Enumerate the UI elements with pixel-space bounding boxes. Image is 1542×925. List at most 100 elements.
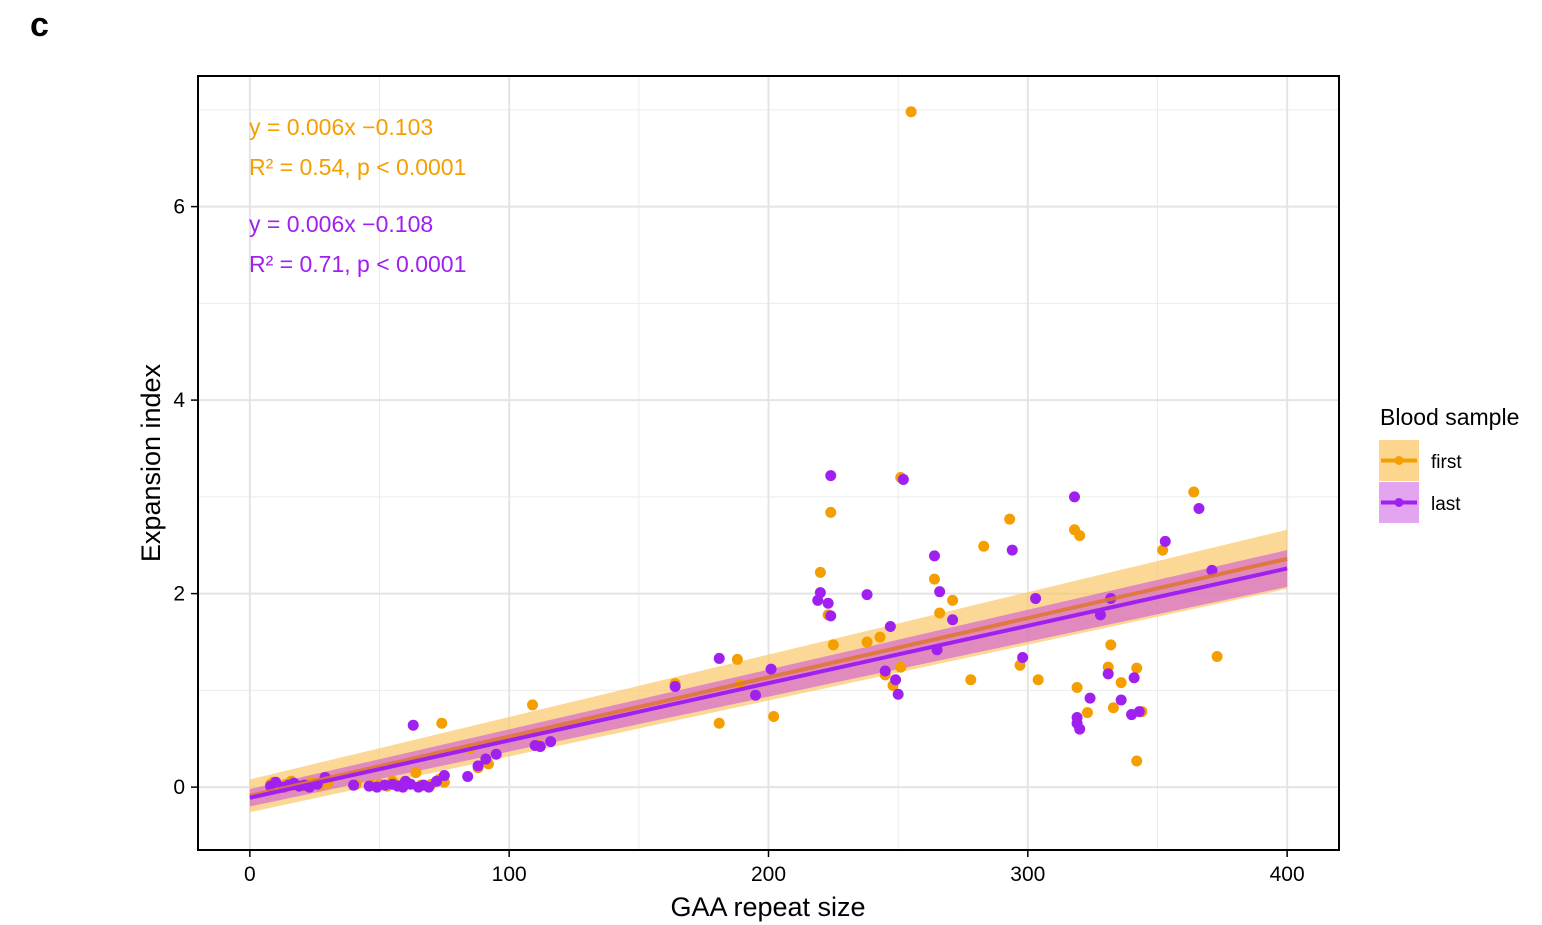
point-last: [934, 586, 946, 598]
point-last: [822, 597, 834, 609]
regression-lines: [249, 556, 1288, 800]
point-first: [861, 636, 873, 648]
fit-line-first: [249, 556, 1288, 798]
y-axis-label: Expansion index: [136, 363, 166, 562]
point-first: [1081, 707, 1093, 719]
point-first: [934, 607, 946, 619]
point-last: [765, 663, 777, 675]
point-last: [825, 610, 837, 622]
point-last: [1115, 694, 1127, 706]
point-last: [814, 587, 826, 599]
y-axis-ticks: 0 2 4 6: [173, 196, 198, 799]
point-first: [1071, 681, 1083, 693]
point-first: [827, 639, 839, 651]
point-first: [1115, 677, 1127, 689]
y-tick-label: 2: [173, 583, 185, 606]
point-first: [527, 699, 539, 711]
point-first: [1032, 674, 1044, 686]
point-first: [1004, 513, 1016, 525]
point-last: [890, 674, 902, 686]
legend-label-last: last: [1431, 494, 1461, 515]
point-last: [669, 680, 681, 692]
point-last: [884, 621, 896, 633]
point-last: [534, 740, 546, 752]
point-last: [348, 779, 360, 791]
point-first: [436, 717, 448, 729]
point-first: [1074, 530, 1086, 542]
x-tick-label: 0: [244, 863, 256, 886]
point-first: [1131, 662, 1143, 674]
point-last: [1006, 544, 1018, 556]
point-last: [490, 748, 502, 760]
point-last: [431, 775, 443, 787]
point-last: [928, 550, 940, 562]
point-last: [480, 753, 492, 765]
x-axis-ticks: 0 100 200 300 400: [244, 850, 1305, 886]
legend-title: Blood sample: [1380, 404, 1519, 430]
x-tick-label: 300: [1010, 863, 1045, 886]
point-first: [1131, 755, 1143, 767]
point-first: [1105, 639, 1117, 651]
point-first: [768, 710, 780, 722]
point-last: [1193, 502, 1205, 514]
point-first: [814, 566, 826, 578]
data-points: [265, 106, 1223, 793]
point-last: [1030, 592, 1042, 604]
point-first: [895, 661, 907, 673]
point-last: [879, 665, 891, 677]
point-last: [1206, 564, 1218, 576]
fit-line-last: [249, 566, 1288, 800]
x-axis-label: GAA repeat size: [670, 892, 865, 922]
point-last: [438, 770, 450, 782]
point-last: [897, 473, 909, 485]
point-first: [825, 506, 837, 518]
x-tick-label: 100: [492, 863, 527, 886]
point-last: [861, 589, 873, 601]
annotation-first-stats: R² = 0.54, p < 0.0001: [249, 154, 466, 180]
point-last: [1017, 651, 1029, 663]
point-first: [947, 594, 959, 606]
point-last: [825, 470, 837, 482]
y-tick-label: 0: [173, 776, 185, 799]
point-first: [713, 717, 725, 729]
point-first: [1188, 486, 1200, 498]
legend: Blood sample first last: [1379, 404, 1519, 523]
point-last: [1084, 692, 1096, 704]
legend-key-first: [1379, 440, 1419, 481]
point-last: [892, 688, 904, 700]
point-last: [1133, 706, 1145, 718]
point-last: [545, 736, 557, 748]
grid-major: [198, 76, 1339, 850]
point-first: [965, 674, 977, 686]
panel-letter: c: [30, 6, 49, 44]
point-last: [1071, 711, 1083, 723]
annotation-last-equation: y = 0.006x −0.108: [249, 211, 433, 237]
point-first: [1157, 544, 1169, 556]
annotation-first-equation: y = 0.006x −0.103: [249, 114, 433, 140]
point-last: [713, 652, 725, 664]
point-last: [750, 689, 762, 701]
x-tick-label: 400: [1270, 863, 1305, 886]
legend-key-last: [1379, 482, 1419, 523]
x-tick-label: 200: [751, 863, 786, 886]
point-last: [472, 760, 484, 772]
point-first: [905, 106, 917, 118]
point-last: [947, 614, 959, 626]
point-first: [731, 653, 743, 665]
point-last: [423, 781, 435, 793]
point-first: [874, 631, 886, 643]
legend-label-first: first: [1431, 452, 1462, 473]
point-last: [462, 770, 474, 782]
point-first: [410, 767, 422, 779]
y-tick-label: 6: [173, 196, 185, 219]
point-first: [928, 573, 940, 585]
point-first: [978, 540, 990, 552]
point-last: [407, 719, 419, 731]
point-last: [1128, 672, 1140, 684]
point-last: [1074, 723, 1086, 735]
point-last: [1068, 491, 1080, 503]
point-last: [1102, 668, 1114, 680]
point-first: [1107, 702, 1119, 714]
point-first: [1211, 651, 1223, 662]
